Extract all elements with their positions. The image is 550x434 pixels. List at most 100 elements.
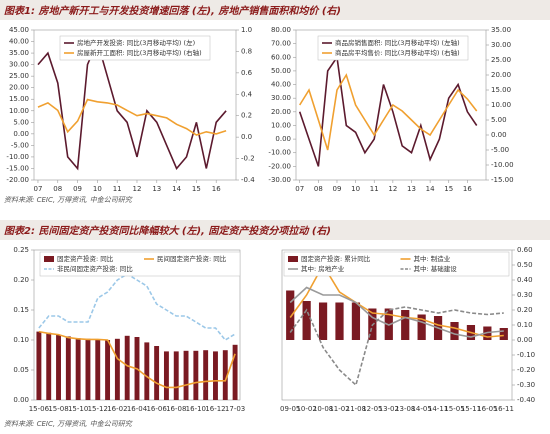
series-line xyxy=(298,55,478,167)
y-tick-label: 40.00 xyxy=(9,38,29,46)
y-tick-label: -5.00 xyxy=(491,146,509,154)
y-tick-label: 0.10 xyxy=(517,321,533,329)
y-tick-label: 10.00 xyxy=(491,101,511,109)
bar xyxy=(105,340,111,400)
x-tick-label: 16-06 xyxy=(146,405,167,413)
bar xyxy=(95,340,101,400)
bar xyxy=(222,350,228,400)
x-tick-label: 10 xyxy=(93,185,102,193)
x-tick-label: 08 xyxy=(314,185,323,193)
bar xyxy=(65,336,71,400)
y-tick-label: 0.00 xyxy=(517,336,533,344)
y-tick-label: 0.05 xyxy=(13,366,29,374)
y-tick-label: 0.20 xyxy=(13,276,29,284)
x-tick-label: 07 xyxy=(295,185,304,193)
x-tick-label: 11 xyxy=(370,185,379,193)
series-line xyxy=(38,330,236,389)
x-tick-label: 10 xyxy=(351,185,360,193)
bar xyxy=(85,338,91,400)
x-tick-label: 10-08 xyxy=(313,405,333,413)
bar xyxy=(213,351,218,400)
x-tick-label: 12-05 xyxy=(362,405,382,413)
y-tick-label: 0.25 xyxy=(13,246,29,254)
x-tick-label: 09-05 xyxy=(280,405,300,413)
x-tick-label: 15-12 xyxy=(88,405,108,413)
legend-label: 商品房平均售价: 同比(3月移动平均) (右轴) xyxy=(335,48,460,57)
bar xyxy=(56,334,61,400)
x-tick-label: 12 xyxy=(133,185,142,193)
y-tick-label: 60.00 xyxy=(271,53,291,61)
x-tick-label: 11-08 xyxy=(346,405,366,413)
x-tick-label: 13-02 xyxy=(379,405,399,413)
source: 资料来源: CEIC, 万得资讯, 中金公司研究 xyxy=(4,196,133,204)
x-tick-label: 16 xyxy=(212,185,221,193)
y-tick-label: 45.00 xyxy=(9,26,29,34)
x-tick-label: 14 xyxy=(426,185,435,193)
series-line xyxy=(37,98,227,136)
legend-box xyxy=(283,251,510,277)
y-tick-label: 10.00 xyxy=(9,107,29,115)
bar xyxy=(499,328,508,340)
series-line xyxy=(289,286,504,338)
series-line xyxy=(38,273,236,342)
x-tick-label: 16-12 xyxy=(205,405,225,413)
x-tick-label: 16-05 xyxy=(477,405,497,413)
y-tick-label: -15.00 xyxy=(6,164,29,172)
legend-label: 民间固定资产投资: 同比 xyxy=(157,254,227,263)
legend-label: 固定资产投资: 累计同比 xyxy=(301,254,371,263)
x-tick-label: 15 xyxy=(444,185,453,193)
bar xyxy=(144,342,150,400)
y-tick-label: 0.20 xyxy=(517,306,533,314)
x-tick-label: 13-08 xyxy=(395,405,415,413)
y-tick-label: 40.00 xyxy=(271,81,291,89)
bar xyxy=(232,344,238,400)
bar xyxy=(302,301,311,340)
bar xyxy=(114,338,120,400)
y-tick-label: 25.00 xyxy=(491,56,511,64)
y-tick-label: -0.4 xyxy=(241,176,255,184)
x-tick-label: 15-10 xyxy=(68,405,88,413)
legend-label: 其中: 房地产业 xyxy=(301,264,345,273)
bar xyxy=(36,331,42,400)
y-tick-label: 70.00 xyxy=(271,40,291,48)
header-band xyxy=(0,220,550,240)
y-tick-label: -15.00 xyxy=(491,176,514,184)
x-tick-label: 16-11 xyxy=(494,405,514,413)
legend-swatch xyxy=(288,256,298,262)
x-tick-label: 17-03 xyxy=(225,405,245,413)
bar xyxy=(154,346,160,400)
x-tick-label: 13 xyxy=(152,185,161,193)
y-tick-label: 0.15 xyxy=(13,306,29,314)
legend-swatch xyxy=(44,256,54,262)
y-tick-label: 20.00 xyxy=(271,108,291,116)
legend-label: 商品房销售面积: 同比(3月移动平均) (左轴) xyxy=(335,38,460,47)
y-tick-label: -0.10 xyxy=(517,351,535,359)
legend-label: 非民间固定资产投资: 同比 xyxy=(57,264,133,273)
x-tick-label: 11-02 xyxy=(329,405,349,413)
bar xyxy=(124,335,130,400)
bar xyxy=(75,338,81,400)
x-tick-label: 14-05 xyxy=(411,405,431,413)
x-tick-label: 16 xyxy=(463,185,472,193)
y-tick-label: 30.00 xyxy=(491,41,511,49)
x-tick-label: 14 xyxy=(172,185,181,193)
x-tick-label: 16-08 xyxy=(166,405,186,413)
y-tick-label: 30.00 xyxy=(271,94,291,102)
y-tick-label: 0.2 xyxy=(241,112,252,120)
x-tick-label: 09 xyxy=(333,185,342,193)
legend-box xyxy=(317,35,469,61)
bar xyxy=(203,350,209,400)
y-tick-label: -0.40 xyxy=(517,396,535,404)
y-tick-label: 0.40 xyxy=(517,276,533,284)
y-tick-label: 10.00 xyxy=(271,121,291,129)
y-tick-label: 0.00 xyxy=(13,396,29,404)
legend-label: 其中: 制造业 xyxy=(414,254,451,263)
x-tick-label: 11 xyxy=(113,185,122,193)
series-line xyxy=(289,306,504,387)
bar xyxy=(193,350,199,400)
y-tick-label: 0.00 xyxy=(275,135,291,143)
y-tick-label: 50.00 xyxy=(271,67,291,75)
y-tick-label: 35.00 xyxy=(9,49,29,57)
y-tick-label: 0.8 xyxy=(241,47,252,55)
y-tick-label: 0.50 xyxy=(517,261,533,269)
